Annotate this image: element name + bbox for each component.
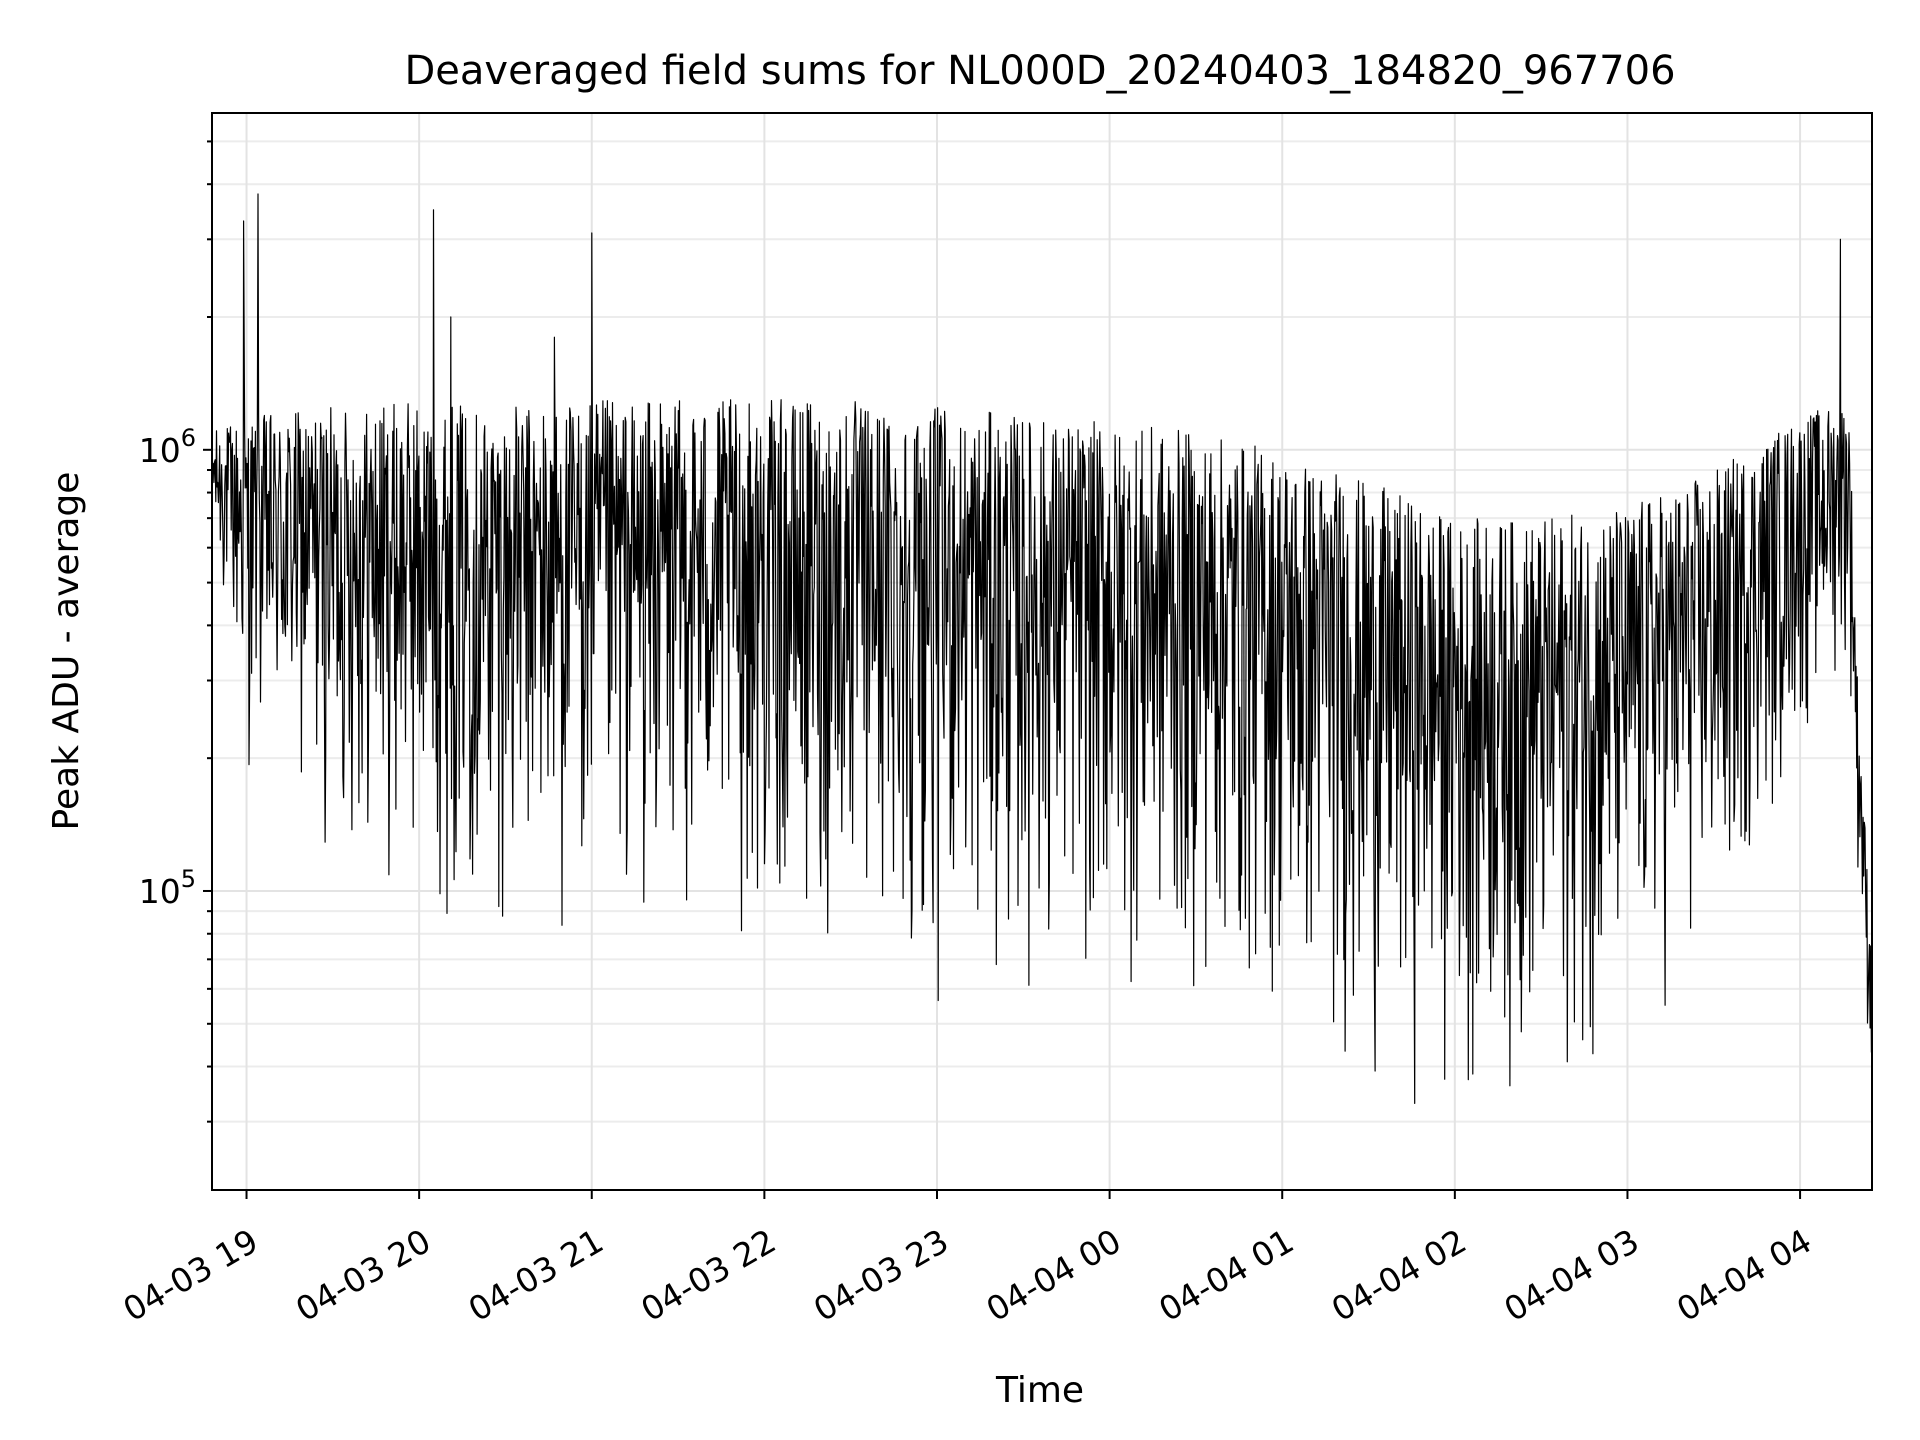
plot-area xyxy=(211,193,1873,1104)
y-tick-label: 105 xyxy=(139,865,196,911)
y-tick-label: 106 xyxy=(139,424,196,470)
chart-title: Deaveraged field sums for NL000D_2024040… xyxy=(404,48,1675,94)
series-line xyxy=(211,193,1873,1104)
x-axis-label: Time xyxy=(995,1370,1084,1411)
y-axis-label: Peak ADU - average xyxy=(46,472,87,831)
y-axis: 105 106 xyxy=(139,140,212,1123)
plot-frame xyxy=(211,112,1873,1191)
